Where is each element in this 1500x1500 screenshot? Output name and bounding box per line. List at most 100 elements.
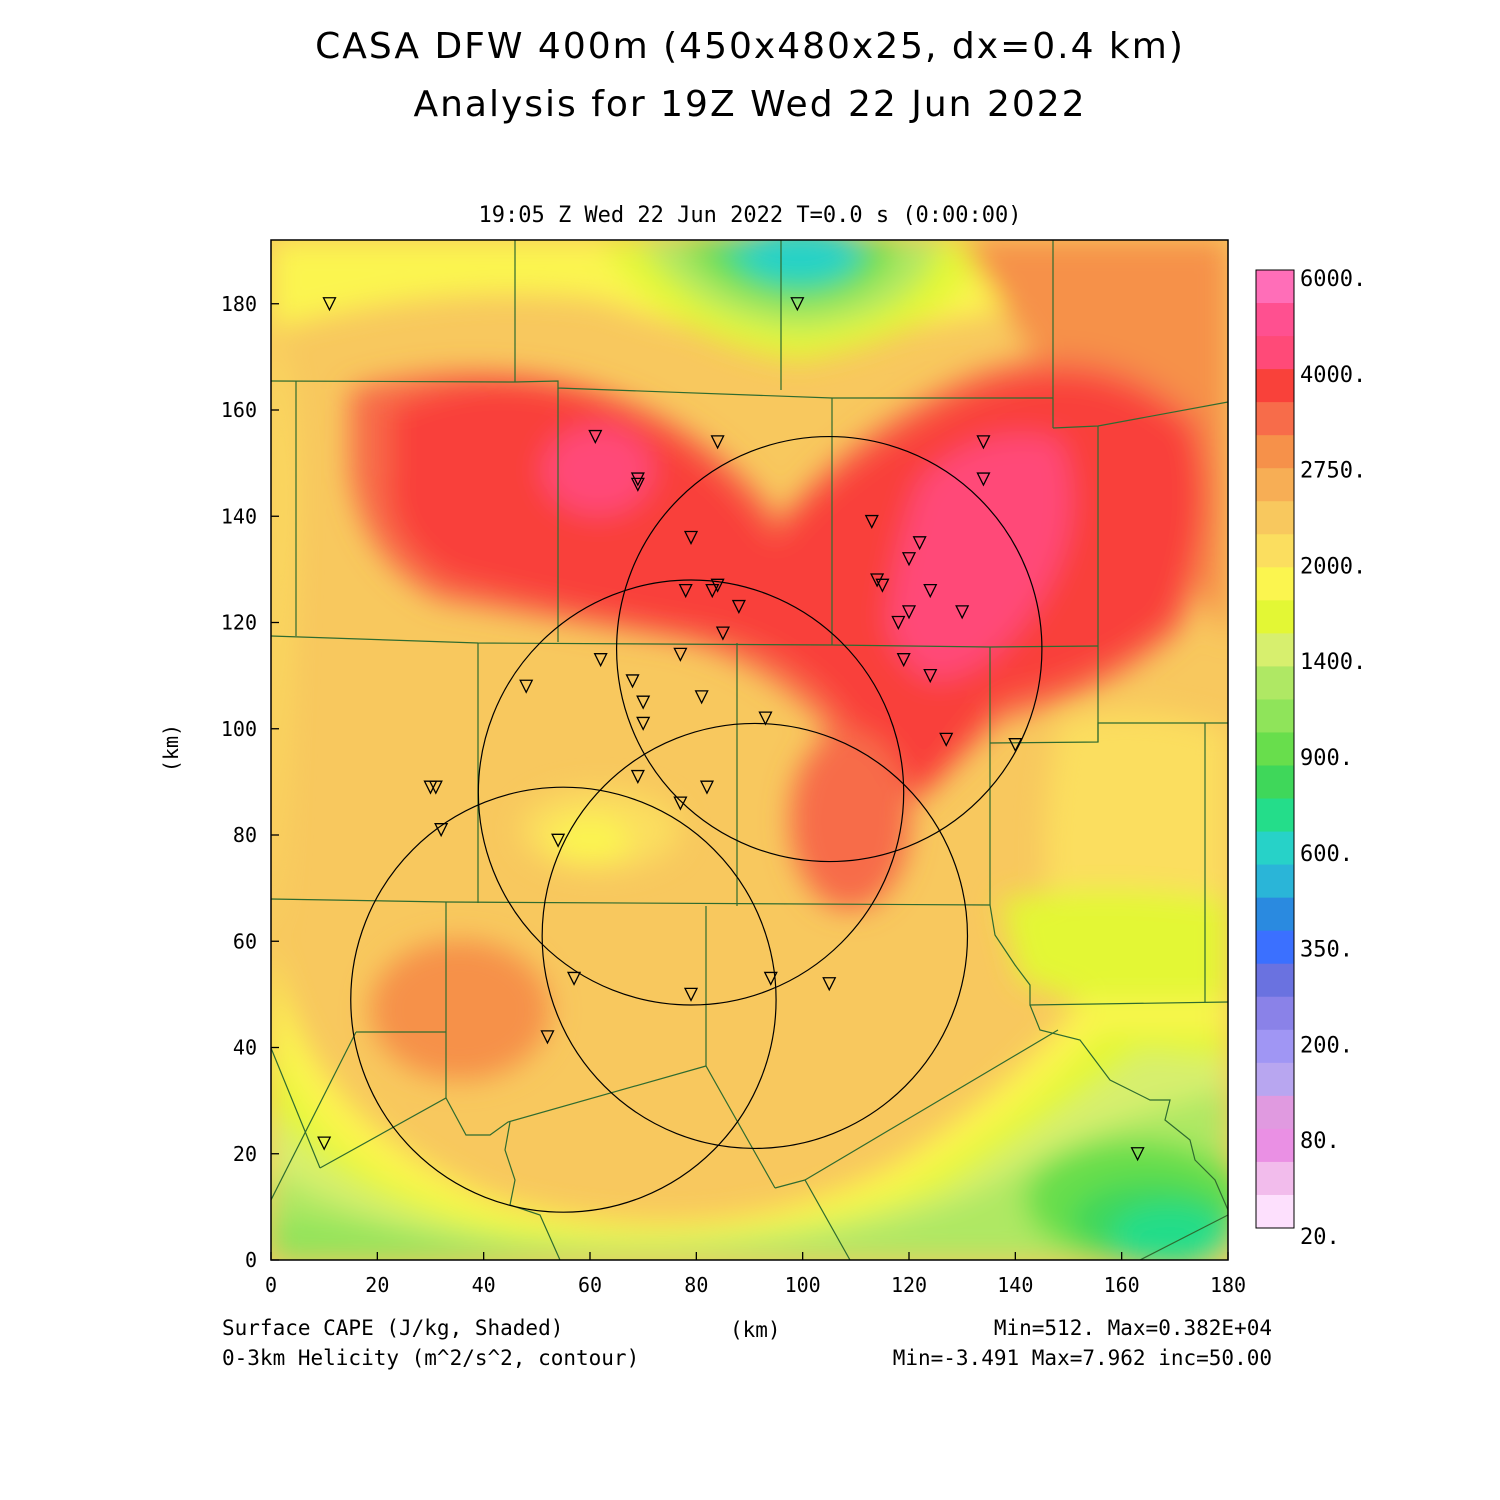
- station-marker-icon: [625, 674, 640, 689]
- y-tick-label: 20: [233, 1142, 257, 1166]
- x-tick-label: 40: [472, 1273, 496, 1297]
- station-marker-icon: [1008, 738, 1023, 753]
- station-marker-icon: [588, 429, 603, 445]
- station-marker-icon: [636, 716, 651, 731]
- station-marker-icon: [939, 732, 954, 747]
- colorbar-swatch: [1256, 897, 1294, 932]
- station-marker-icon: [955, 605, 970, 620]
- colorbar-swatch: [1256, 270, 1294, 304]
- colorbar-label: 350.: [1300, 938, 1353, 963]
- colorbar-swatch: [1256, 864, 1294, 899]
- footer-field1-label: Surface CAPE (J/kg, Shaded): [222, 1316, 564, 1340]
- colorbar-swatch: [1256, 1128, 1294, 1163]
- title-line-1: CASA DFW 400m (450x480x25, dx=0.4 km): [315, 26, 1185, 67]
- colorbar-label: 80.: [1300, 1129, 1340, 1154]
- station-marker-icon: [673, 647, 688, 662]
- colorbar-swatch: [1256, 1161, 1294, 1196]
- station-marker-icon: [322, 297, 337, 312]
- y-tick-label: 40: [233, 1036, 257, 1060]
- station-marker-icon: [901, 552, 917, 567]
- colorbar-swatch: [1256, 666, 1294, 700]
- y-tick-label: 60: [233, 929, 257, 953]
- colorbar-swatch: [1256, 567, 1294, 601]
- colorbar-swatch: [1256, 831, 1294, 866]
- colorbar-swatch: [1256, 1062, 1294, 1097]
- helicity-contour-ring: [615, 435, 1043, 863]
- colorbar-label: 6000.: [1300, 267, 1366, 292]
- station-marker-icon: [870, 573, 885, 588]
- station-marker-icon: [683, 987, 699, 1002]
- y-tick-label: 180: [221, 292, 257, 316]
- colorbar-swatch: [1256, 996, 1294, 1031]
- footer-field1-range: Min=512. Max=0.382E+04: [993, 1316, 1272, 1340]
- station-marker-icon: [540, 1030, 555, 1045]
- colorbar-swatch: [1256, 534, 1294, 568]
- station-marker-icon: [428, 780, 443, 795]
- x-tick-label: 0: [265, 1273, 277, 1297]
- colorbar-label: 2000.: [1300, 554, 1366, 579]
- station-marker-icon: [519, 679, 534, 694]
- y-axis-ticks: 0 20 40 60 80 100 120 140 160 180: [221, 292, 279, 1272]
- station-marker-icon: [1130, 1147, 1145, 1162]
- colorbar-swatch: [1256, 303, 1294, 337]
- colorbar-swatch: [1256, 435, 1294, 469]
- colorbar-frame: [1255, 269, 1295, 1229]
- y-tick-label: 160: [221, 398, 257, 422]
- station-marker-icon: [758, 711, 773, 726]
- station-marker-icon: [683, 530, 699, 545]
- station-markers: [317, 297, 1145, 1162]
- plot-frame: [270, 239, 1229, 1261]
- x-tick-label: 180: [1210, 1273, 1246, 1297]
- colorbar-swatch: [1256, 369, 1294, 403]
- footer-field2-range: Min=-3.491 Max=7.962 inc=50.00: [892, 1346, 1272, 1370]
- station-marker-icon: [896, 653, 911, 668]
- colorbar-label: 2750.: [1300, 459, 1366, 484]
- station-marker-icon: [710, 435, 725, 450]
- colorbar-swatch: [1256, 501, 1294, 535]
- colorbar-swatch: [1256, 633, 1294, 667]
- station-marker-icon: [593, 653, 608, 668]
- y-tick-label: 140: [221, 504, 257, 528]
- cape-shading: [271, 240, 1228, 1260]
- station-marker-icon: [715, 626, 730, 641]
- x-tick-label: 60: [578, 1273, 602, 1297]
- colorbar-swatch: [1256, 963, 1294, 998]
- station-marker-icon: [566, 971, 582, 986]
- valid-time-label: 19:05 Z Wed 22 Jun 2022 T=0.0 s (0:00:00…: [478, 203, 1022, 228]
- title-line-2: Analysis for 19Z Wed 22 Jun 2022: [413, 84, 1087, 125]
- station-marker-icon: [678, 583, 693, 599]
- station-marker-icon: [923, 583, 938, 599]
- station-marker-icon: [976, 472, 991, 487]
- x-tick-label: 80: [684, 1273, 708, 1297]
- colorbar-label: 1400.: [1300, 650, 1366, 675]
- station-marker-icon: [891, 615, 906, 630]
- x-axis-ticks: 0 20 40 60 80 100 120 140 160 180: [265, 1252, 1246, 1297]
- station-marker-icon: [673, 796, 688, 811]
- colorbar-label: 20.: [1300, 1225, 1340, 1250]
- colorbar-swatch: [1256, 1095, 1294, 1130]
- station-marker-icon: [317, 1136, 332, 1151]
- station-marker-icon: [875, 578, 890, 593]
- y-tick-label: 80: [233, 823, 257, 847]
- colorbar-swatch: [1256, 1029, 1294, 1064]
- y-tick-label: 100: [221, 717, 257, 741]
- station-marker-icon: [923, 668, 938, 684]
- colorbar: 6000. 4000. 2750. 2000. 1400. 900. 600. 350. 200…: [1255, 267, 1366, 1250]
- helicity-contours: [350, 435, 1043, 1213]
- colorbar-label: 600.: [1300, 842, 1353, 867]
- footer-field2-label: 0-3km Helicity (m^2/s^2, contour): [222, 1346, 640, 1370]
- station-marker-icon: [705, 583, 720, 599]
- station-marker-icon: [699, 780, 715, 795]
- colorbar-swatch: [1256, 765, 1294, 800]
- station-marker-icon: [630, 472, 645, 487]
- station-marker-icon: [694, 690, 709, 705]
- helicity-contour-ring: [477, 579, 905, 1006]
- station-marker-icon: [790, 297, 805, 312]
- station-marker-icon: [710, 578, 725, 593]
- colorbar-swatch: [1256, 732, 1294, 767]
- station-marker-icon: [864, 514, 879, 530]
- x-tick-label: 100: [785, 1273, 821, 1297]
- colorbar-swatch: [1256, 402, 1294, 436]
- station-marker-icon: [901, 605, 917, 620]
